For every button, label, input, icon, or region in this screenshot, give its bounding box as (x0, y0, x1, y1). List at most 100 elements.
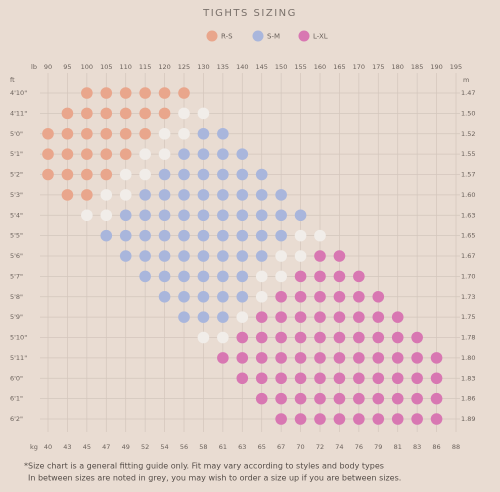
size-dot (372, 311, 385, 323)
y2-tick-label: 1.89 (461, 415, 475, 423)
size-dot (430, 392, 443, 405)
size-dot (294, 250, 307, 262)
y-tick-label: 5'7" (10, 272, 23, 280)
x2-tick-label: 52 (141, 443, 149, 451)
size-dot (391, 413, 404, 425)
size-dot (61, 168, 74, 181)
size-dot (139, 209, 151, 222)
size-dot (372, 290, 385, 303)
size-dot (353, 290, 365, 303)
size-dot (197, 107, 210, 120)
size-dot (178, 209, 190, 222)
size-dot (275, 209, 287, 222)
size-dot (275, 229, 287, 242)
size-dot (275, 290, 287, 303)
x2-tick-label: 67 (277, 443, 285, 451)
size-dot (236, 270, 249, 283)
legend-marker (252, 30, 264, 42)
size-dot (294, 392, 307, 405)
size-dot (178, 229, 190, 242)
size-dot (391, 311, 404, 323)
size-dot (236, 311, 249, 323)
size-dot (100, 127, 113, 140)
size-dot (61, 148, 74, 160)
size-dot (314, 290, 326, 303)
size-dot (314, 331, 326, 344)
size-dot (81, 148, 93, 160)
y2-tick-label: 1.67 (461, 252, 475, 260)
size-dot (372, 392, 385, 405)
y2-tick-label: 1.78 (461, 334, 475, 342)
x2-tick-label: 74 (335, 443, 343, 451)
y2-tick-label: 1.70 (461, 272, 475, 280)
x2-tick-label: 54 (160, 443, 168, 451)
legend-label: S-M (267, 33, 280, 41)
size-dot (100, 168, 113, 181)
size-dot (197, 290, 210, 303)
size-dot (158, 148, 171, 160)
y2-tick-label: 1.75 (461, 313, 475, 321)
y2-tick-label: 1.65 (461, 232, 475, 240)
size-dot (217, 311, 229, 323)
size-dot (333, 372, 346, 385)
size-dot (217, 250, 229, 262)
size-dot (217, 189, 229, 201)
x-tick-label: 195 (450, 63, 462, 71)
size-dot (255, 392, 268, 405)
size-dot (139, 87, 151, 99)
size-dot (197, 229, 210, 242)
size-dot (353, 311, 365, 323)
size-dot (255, 352, 268, 364)
size-dot (197, 189, 210, 201)
x-tick-label: 170 (353, 63, 365, 71)
size-dot (275, 372, 287, 385)
x-tick-label: 140 (236, 63, 248, 71)
size-dot (411, 331, 423, 344)
size-dot (294, 352, 307, 364)
x-tick-label: 130 (197, 63, 209, 71)
size-dot (42, 168, 54, 181)
size-dot (275, 250, 287, 262)
size-dot (236, 352, 249, 364)
size-dot (353, 372, 365, 385)
size-dot (294, 290, 307, 303)
size-dot (255, 331, 268, 344)
size-dot (430, 352, 443, 364)
size-dot (294, 372, 307, 385)
size-dot (314, 311, 326, 323)
x-tick-label: 90 (44, 63, 52, 71)
size-dot (158, 168, 171, 181)
size-dot (100, 189, 113, 201)
size-dot (139, 127, 151, 140)
size-dot (236, 372, 249, 385)
size-dot (158, 87, 171, 99)
size-dot (197, 331, 210, 344)
size-dot (178, 311, 190, 323)
size-dot (333, 331, 346, 344)
size-dot (197, 311, 210, 323)
size-dot (61, 189, 74, 201)
size-dot (255, 189, 268, 201)
y2-tick-label: 1.60 (461, 191, 475, 199)
size-dot (81, 209, 93, 222)
x-tick-label: 125 (178, 63, 190, 71)
size-dot (333, 311, 346, 323)
x2-tick-label: 72 (316, 443, 324, 451)
x-tick-label: 115 (139, 63, 151, 71)
size-dot (178, 127, 190, 140)
x-tick-label: 105 (100, 63, 112, 71)
y2-tick-label: 1.55 (461, 150, 475, 158)
size-dot (255, 372, 268, 385)
y2-tick-label: 1.83 (461, 374, 475, 382)
x-tick-label: 175 (372, 63, 384, 71)
legend-label: R-S (221, 33, 233, 41)
size-dot (236, 148, 249, 160)
size-dot (217, 331, 229, 344)
x2-tick-label: 83 (413, 443, 421, 451)
size-dot (314, 352, 326, 364)
size-dot (353, 352, 365, 364)
size-dot (119, 168, 132, 181)
size-dot (294, 209, 307, 222)
